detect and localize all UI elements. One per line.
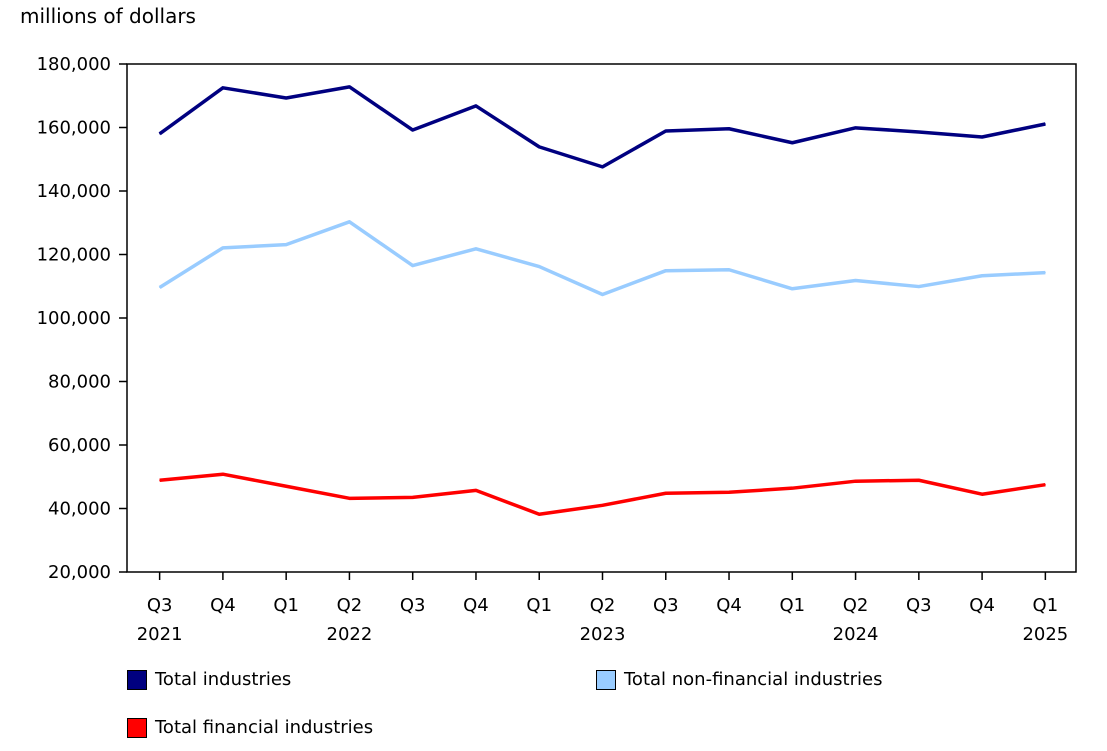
data-point — [348, 221, 350, 223]
series-line-total-financial-industries — [159, 472, 1046, 516]
x-tick-label: Q4 — [463, 595, 489, 616]
x-tick-label: Q3 — [147, 595, 173, 616]
data-point — [159, 133, 161, 135]
data-point — [159, 287, 161, 289]
data-point — [538, 146, 540, 148]
data-point — [538, 266, 540, 268]
x-tick-label: Q4 — [969, 595, 995, 616]
x-year-label: 2022 — [327, 624, 373, 645]
x-tick-label: Q2 — [843, 595, 869, 616]
data-point — [159, 479, 161, 481]
x-tick-label: Q3 — [400, 595, 426, 616]
data-point — [475, 248, 477, 250]
x-tick-label: Q3 — [653, 595, 679, 616]
data-point — [791, 142, 793, 144]
x-tick-label: Q1 — [779, 595, 805, 616]
y-axis-label: millions of dollars — [20, 4, 196, 28]
data-point — [981, 275, 983, 277]
series-line-total-non-financial-industries — [158, 220, 1046, 297]
data-point — [1044, 484, 1046, 486]
legend-item-total-industries: Total industries — [127, 669, 291, 690]
data-point — [285, 244, 287, 246]
data-point — [791, 487, 793, 489]
y-tick-label: 120,000 — [37, 245, 111, 266]
x-tick-label: Q1 — [1033, 595, 1059, 616]
x-tick-label: Q2 — [337, 595, 363, 616]
data-point — [538, 513, 540, 515]
data-point — [728, 128, 730, 130]
data-point — [222, 87, 224, 89]
legend-swatch — [127, 669, 147, 690]
data-point — [918, 286, 920, 288]
x-year-label: 2025 — [1022, 624, 1068, 645]
y-tick-label: 180,000 — [37, 54, 111, 75]
data-point — [918, 479, 920, 481]
x-tick-label: Q4 — [210, 595, 236, 616]
x-year-label: 2023 — [580, 624, 626, 645]
y-tick-label: 40,000 — [48, 499, 111, 520]
x-tick-label: Q3 — [906, 595, 932, 616]
data-point — [412, 129, 414, 131]
data-point — [665, 270, 667, 272]
x-tick-label: Q2 — [590, 595, 616, 616]
data-point — [855, 127, 857, 129]
data-point — [855, 480, 857, 482]
plot-area: 20,000 40,000 60,000 80,000 100,000 120,000 14… — [37, 54, 1077, 645]
data-point — [981, 493, 983, 495]
data-point — [222, 473, 224, 475]
data-point — [412, 265, 414, 267]
y-tick-label: 160,000 — [37, 118, 111, 139]
data-point — [1044, 123, 1046, 125]
data-point — [918, 131, 920, 133]
data-point — [602, 166, 603, 168]
y-tick-label: 100,000 — [37, 308, 111, 329]
x-year-label: 2021 — [137, 624, 183, 645]
series-line-total-industries — [158, 85, 1046, 169]
data-point — [348, 497, 350, 499]
data-point — [222, 247, 224, 249]
legend-label: Total financial industries — [155, 717, 374, 738]
legend-item-total-financial-industries: Total financial industries — [127, 717, 373, 738]
plot-frame — [126, 63, 1077, 573]
x-year-label: 2024 — [833, 624, 879, 645]
data-point — [665, 492, 667, 494]
data-point — [412, 496, 414, 498]
legend-swatch — [127, 717, 147, 738]
y-tick-label: 140,000 — [37, 181, 111, 202]
x-tick-label: Q4 — [716, 595, 742, 616]
data-point — [728, 269, 730, 271]
data-point — [475, 105, 477, 107]
data-point — [602, 504, 603, 506]
legend-swatch — [596, 669, 616, 690]
data-point — [981, 136, 983, 138]
data-point — [348, 86, 350, 88]
x-tick-label: Q1 — [526, 595, 552, 616]
y-tick-label: 20,000 — [48, 562, 111, 583]
data-point — [1044, 272, 1046, 274]
data-point — [285, 485, 287, 487]
data-point — [855, 280, 857, 282]
data-point — [728, 491, 730, 493]
x-tick-label: Q1 — [273, 595, 299, 616]
y-tick-label: 60,000 — [48, 435, 111, 456]
data-point — [602, 294, 603, 296]
data-point — [475, 489, 477, 491]
data-point — [665, 130, 667, 132]
legend-item-total-non-financial-industries: Total non-financial industries — [596, 669, 882, 690]
legend-label: Total industries — [155, 669, 292, 690]
y-tick-label: 80,000 — [48, 372, 111, 393]
legend-label: Total non-financial industries — [624, 669, 883, 690]
data-point — [285, 97, 287, 99]
data-point — [791, 288, 793, 290]
